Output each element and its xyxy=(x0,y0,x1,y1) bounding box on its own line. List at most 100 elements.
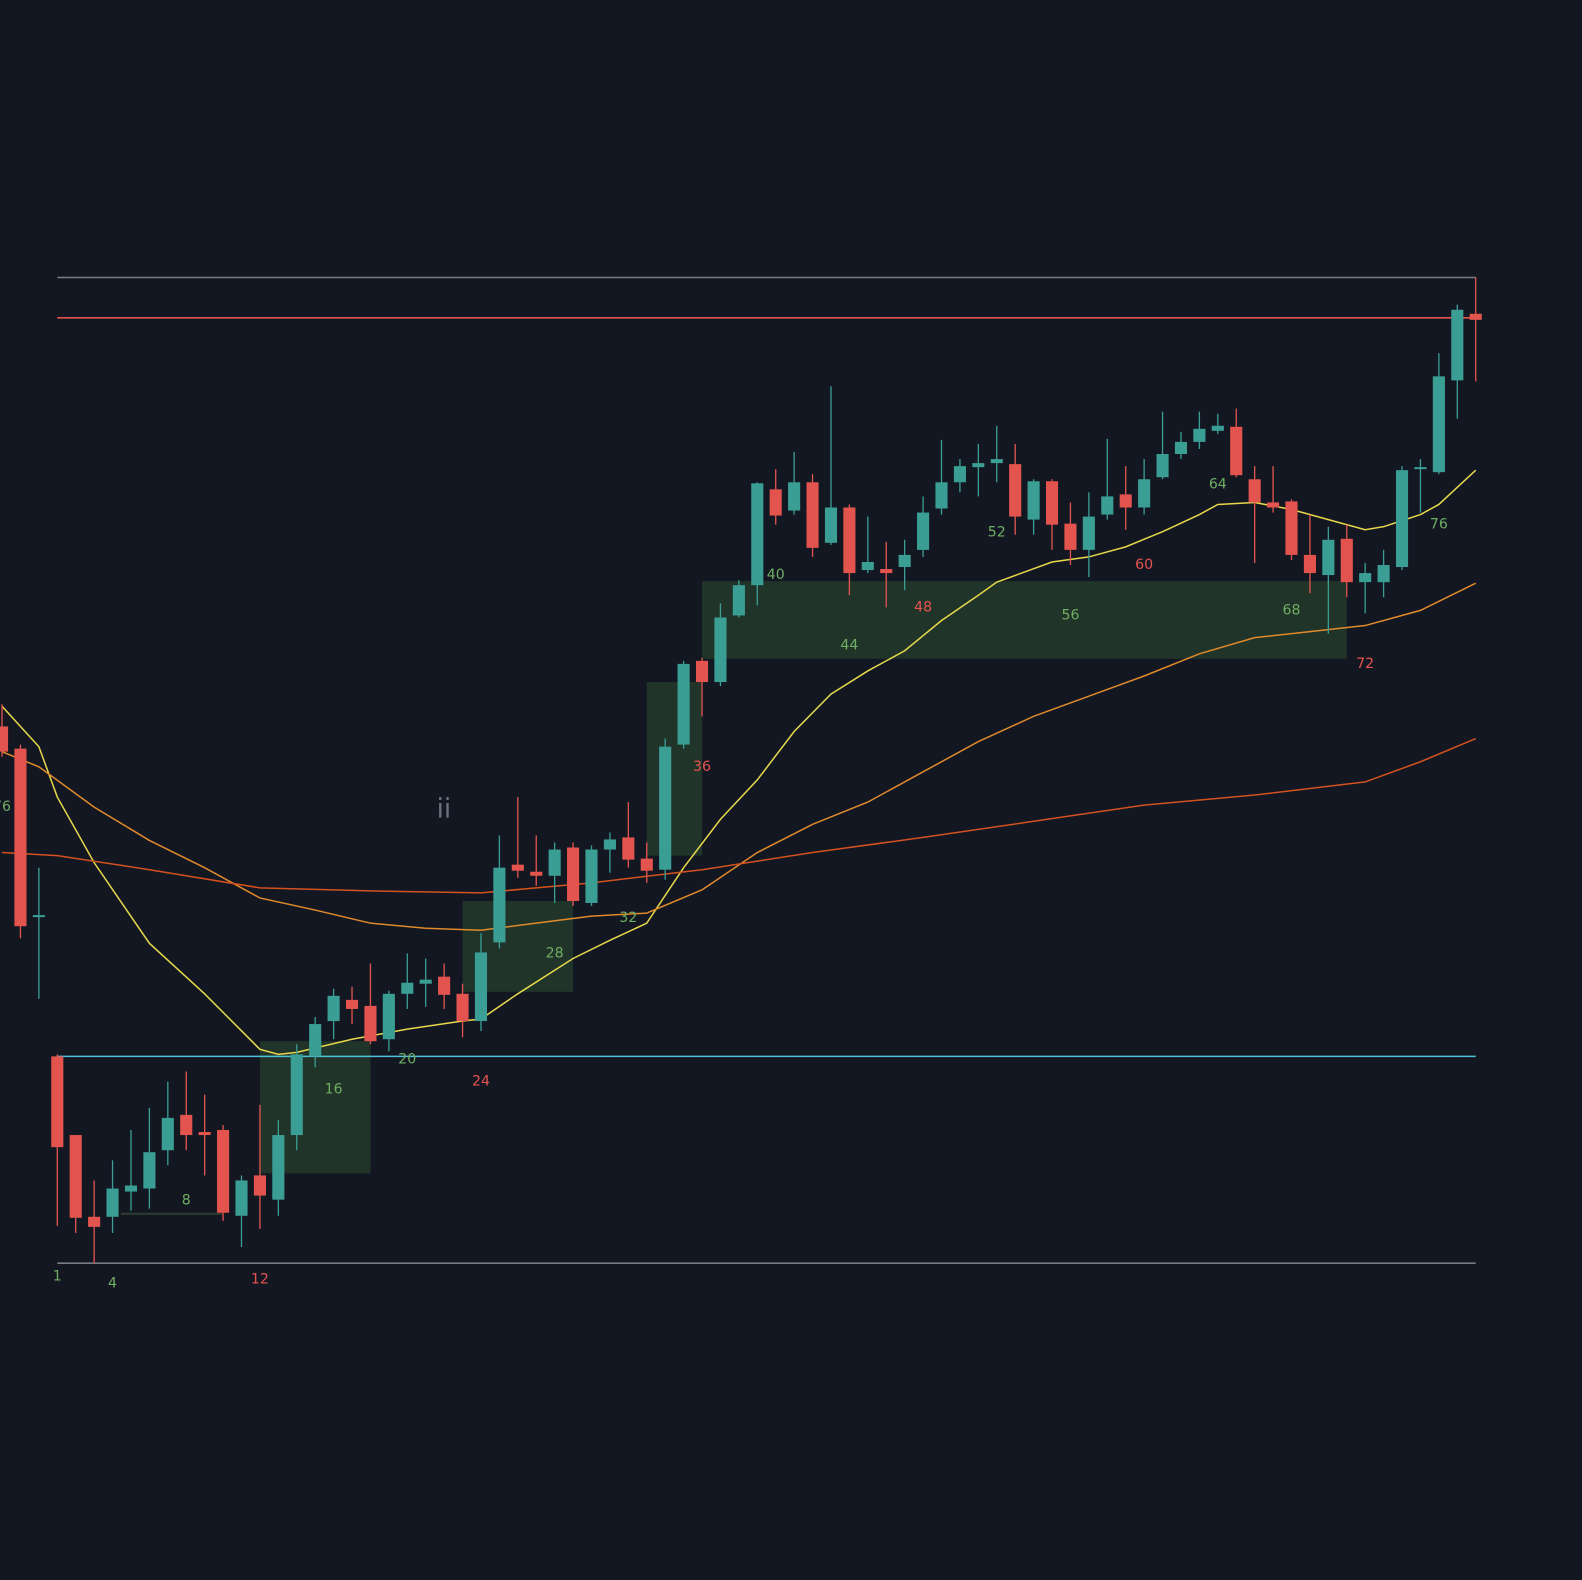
candle-body xyxy=(1432,376,1445,473)
candle-body xyxy=(1009,464,1022,517)
candle-body xyxy=(1285,501,1298,555)
bar-label: 44 xyxy=(840,638,858,654)
candle-body xyxy=(1193,428,1206,442)
candle-body xyxy=(1064,523,1077,550)
candle-body xyxy=(861,561,874,571)
candle-body xyxy=(1101,496,1114,515)
bar-label: 36 xyxy=(693,759,711,775)
candle-body xyxy=(1230,426,1243,476)
candle-body xyxy=(401,982,414,994)
candle-body xyxy=(880,569,893,574)
candle-body xyxy=(14,748,27,927)
candle-body xyxy=(530,871,543,876)
candle-body xyxy=(1267,502,1280,508)
candle-body xyxy=(1395,470,1409,568)
moving-average xyxy=(1,737,1477,894)
candle-body xyxy=(677,663,690,745)
candle-body xyxy=(732,585,745,616)
candle-body xyxy=(124,1185,138,1192)
bar-label: 52 xyxy=(988,525,1006,541)
candle-body xyxy=(953,466,966,483)
candle-body xyxy=(1469,313,1482,320)
candle-body xyxy=(88,1216,101,1227)
candle-body xyxy=(1211,425,1224,431)
bar-label: 60 xyxy=(1135,557,1153,573)
levels xyxy=(57,276,1476,1264)
candle-body xyxy=(419,979,432,984)
candle-body xyxy=(456,993,469,1022)
bar-label: 48 xyxy=(914,599,932,615)
bar-label: 76 xyxy=(1430,517,1448,533)
candle-body xyxy=(51,1056,64,1148)
candle-body xyxy=(106,1188,119,1217)
candle-body xyxy=(69,1135,82,1218)
bar-labels: 761481216202428323640444852566064687276 xyxy=(0,476,1448,1291)
candle-body xyxy=(1303,554,1316,574)
bar-label: 24 xyxy=(472,1074,490,1090)
candles xyxy=(0,277,1482,1264)
bar-label: 16 xyxy=(325,1082,343,1098)
bar-label: 68 xyxy=(1283,602,1301,618)
zones xyxy=(259,581,1347,1174)
candle-body xyxy=(548,849,561,876)
candle-body xyxy=(640,858,653,871)
candle-body xyxy=(898,554,911,568)
candle-body xyxy=(0,726,9,752)
candle-body xyxy=(1156,454,1169,478)
candle-body xyxy=(695,660,709,683)
candle-body xyxy=(935,482,948,509)
candle-body xyxy=(364,1005,377,1042)
candle-body xyxy=(1248,479,1261,503)
candle-body xyxy=(493,867,506,943)
candle-body xyxy=(751,483,764,586)
candle-body xyxy=(290,1054,303,1136)
bar-label: 76 xyxy=(0,799,11,815)
bar-label: 72 xyxy=(1356,656,1374,672)
candle-body xyxy=(714,617,727,683)
bar-label: 28 xyxy=(546,945,564,961)
candle-body xyxy=(382,993,395,1040)
candle-body xyxy=(603,839,616,850)
bar-label: 12 xyxy=(251,1271,269,1287)
candle-body xyxy=(806,482,819,548)
candle-body xyxy=(253,1175,266,1196)
annotation: ii xyxy=(437,795,452,825)
bar-label: 40 xyxy=(767,567,785,583)
candle-body xyxy=(585,849,598,904)
candle-body xyxy=(217,1130,230,1213)
candle-body xyxy=(1174,441,1188,455)
candle-body xyxy=(143,1152,156,1189)
candle-body xyxy=(1377,565,1390,583)
candle-body xyxy=(1027,481,1040,520)
candle-body xyxy=(788,482,801,511)
moving-average xyxy=(1,469,1477,1056)
candle-body xyxy=(567,847,580,901)
zone xyxy=(702,581,1347,659)
moving-averages xyxy=(1,469,1477,1056)
candle-body xyxy=(345,999,359,1009)
bar-label: 1 xyxy=(53,1268,62,1284)
candle-body xyxy=(1045,481,1059,525)
candle-body xyxy=(309,1024,322,1057)
candle-body xyxy=(769,489,782,516)
candle-body xyxy=(843,507,856,574)
candle-body xyxy=(198,1132,211,1136)
bar-label: 4 xyxy=(108,1275,117,1291)
candle-body xyxy=(622,837,635,860)
candle-body xyxy=(511,864,524,871)
candle-body xyxy=(824,507,838,543)
candle-body xyxy=(438,976,451,995)
candle-body xyxy=(235,1180,248,1216)
bar-label: 8 xyxy=(182,1193,191,1209)
candle-body xyxy=(917,512,930,550)
candle-body xyxy=(1340,538,1353,583)
candle-body xyxy=(1119,494,1132,508)
candle-body xyxy=(659,746,672,870)
bar-label: 20 xyxy=(398,1051,416,1067)
candle-body xyxy=(1322,539,1335,576)
bar-label: 32 xyxy=(619,910,637,926)
candle-body xyxy=(327,995,340,1022)
